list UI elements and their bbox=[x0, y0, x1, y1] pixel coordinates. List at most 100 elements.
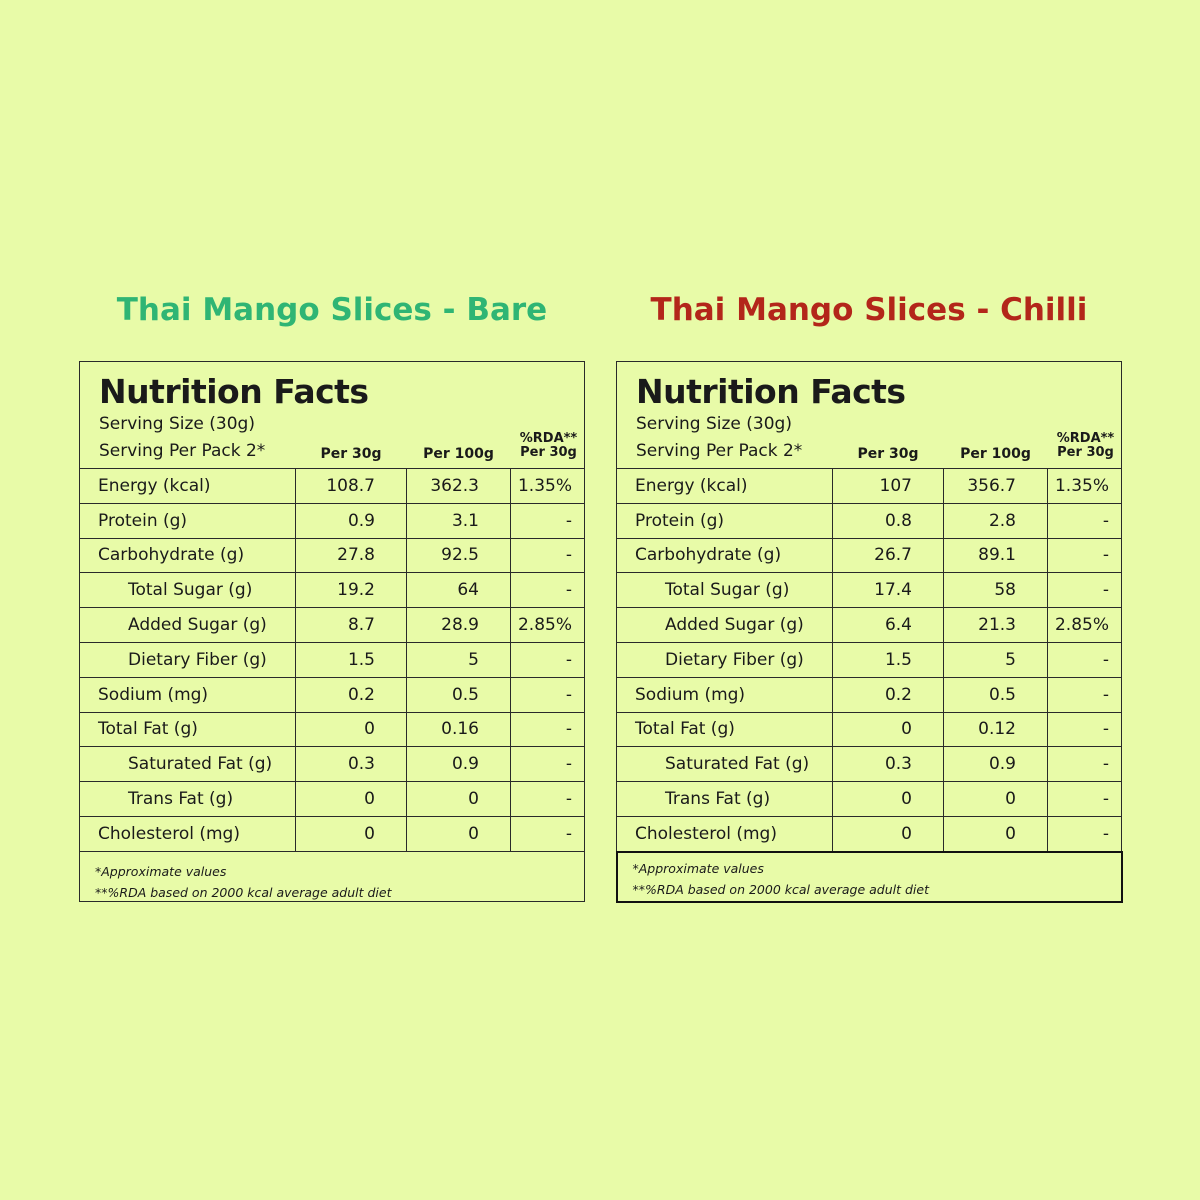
value-per30g: 0.2 bbox=[833, 677, 944, 712]
nutrition-facts-table: Nutrition Facts Serving Size (30g) Servi… bbox=[615, 361, 1123, 903]
column-header-per100g: Per 100g bbox=[423, 446, 494, 462]
value-per100g: 5 bbox=[944, 642, 1048, 677]
nutrient-name: Total Fat (g) bbox=[617, 712, 833, 747]
value-rda: - bbox=[1102, 684, 1109, 705]
value-per30g: 0.2 bbox=[296, 677, 407, 712]
value-per100g: 89.1 bbox=[944, 538, 1048, 573]
table-row: Trans Fat (g) 0 0- bbox=[617, 781, 1121, 816]
value-per30g: 0 bbox=[296, 782, 407, 816]
footnotes: *Approximate values **%RDA based on 2000… bbox=[80, 850, 584, 901]
value-rda: - bbox=[565, 719, 572, 740]
value-rda: - bbox=[565, 823, 572, 844]
value-per100g: 3.1 bbox=[407, 503, 511, 538]
value-per100g: 0.5 bbox=[407, 677, 511, 712]
value-rda: 1.35% bbox=[1054, 475, 1109, 496]
nutrient-name: Trans Fat (g) bbox=[80, 782, 296, 816]
value-per100g: 92.5 bbox=[407, 538, 511, 573]
nutrient-name: Carbohydrate (g) bbox=[80, 538, 296, 573]
value-per100g: 28.9 bbox=[407, 608, 511, 642]
value-rda: 2.85% bbox=[1054, 615, 1109, 636]
table-row: Saturated Fat (g) 0.3 0.9 - bbox=[80, 746, 584, 782]
nutrient-name: Cholesterol (mg) bbox=[80, 816, 296, 851]
value-per30g: 0.8 bbox=[833, 503, 944, 538]
table-row: Total Fat (g) 0 0.16 - bbox=[80, 711, 584, 747]
nutrient-name: Saturated Fat (g) bbox=[617, 747, 833, 782]
value-rda: - bbox=[1102, 823, 1109, 844]
rda-header-line2: Per 30g bbox=[1057, 445, 1114, 460]
rda-header-line2: Per 30g bbox=[520, 445, 577, 460]
table-row: Saturated Fat (g) 0.3 0.9 - bbox=[617, 746, 1121, 782]
value-per100g: 58 bbox=[944, 573, 1048, 608]
value-rda: - bbox=[565, 789, 572, 810]
value-per100g: 0 bbox=[407, 816, 511, 851]
table-row: Total Fat (g) 0 0.12 - bbox=[617, 711, 1121, 747]
value-per30g: 19.2 bbox=[296, 573, 407, 608]
value-rda: - bbox=[1102, 789, 1109, 810]
panel-bare: Thai Mango Slices - Bare Nutrition Facts… bbox=[79, 288, 585, 902]
nutrient-name: Protein (g) bbox=[617, 503, 833, 538]
value-per30g: 6.4 bbox=[833, 608, 944, 642]
table-row: Sodium (mg) 0.2 0.5 - bbox=[80, 676, 584, 712]
table-row: Total Sugar (g) 17.4 58 - bbox=[617, 572, 1121, 608]
value-per30g: 8.7 bbox=[296, 608, 407, 642]
value-per30g: 0 bbox=[296, 712, 407, 747]
nutrient-name: Total Fat (g) bbox=[80, 712, 296, 747]
value-per30g: 107 bbox=[833, 469, 944, 503]
value-per30g: 0.3 bbox=[833, 747, 944, 782]
value-per100g: 0 bbox=[407, 782, 511, 816]
nutrient-rows: Energy (kcal) 107 356.7 1.35% Protein (g) 0.8… bbox=[617, 468, 1121, 851]
footnote-approximate: *Approximate values bbox=[95, 863, 227, 879]
value-per100g: 21.3 bbox=[944, 608, 1048, 642]
value-per30g: 26.7 bbox=[833, 538, 944, 573]
table-row: Added Sugar (g) 6.4 21.3 2.85% bbox=[617, 607, 1121, 642]
value-per100g: 0 bbox=[944, 816, 1048, 851]
rda-header-line1: %RDA** bbox=[519, 431, 578, 446]
panel-chilli: Thai Mango Slices - Chilli Nutrition Fac… bbox=[615, 288, 1123, 903]
table-row: Carbohydrate (g) 26.7 89.1 - bbox=[617, 537, 1121, 573]
product-title: Thai Mango Slices - Bare bbox=[116, 292, 548, 328]
product-title: Thai Mango Slices - Chilli bbox=[650, 292, 1088, 328]
value-per100g: 0.5 bbox=[944, 677, 1048, 712]
footnote-rda: **%RDA based on 2000 kcal average adult … bbox=[632, 881, 929, 897]
value-rda: - bbox=[1102, 510, 1109, 531]
footnotes: *Approximate values **%RDA based on 2000… bbox=[615, 850, 1123, 903]
facts-header: Nutrition Facts Serving Size (30g) Servi… bbox=[617, 362, 1121, 468]
nutrient-name: Energy (kcal) bbox=[80, 469, 296, 503]
nutrient-name: Total Sugar (g) bbox=[617, 573, 833, 608]
table-row: Dietary Fiber (g) 1.5 5 - bbox=[617, 641, 1121, 677]
value-rda: - bbox=[1102, 719, 1109, 740]
value-per30g: 0 bbox=[833, 712, 944, 747]
value-rda: - bbox=[565, 545, 572, 566]
value-rda: - bbox=[565, 580, 572, 601]
nutrient-name: Sodium (mg) bbox=[80, 677, 296, 712]
nutrient-name: Protein (g) bbox=[80, 503, 296, 538]
value-rda: - bbox=[1102, 649, 1109, 670]
table-row: Carbohydrate (g) 27.8 92.5 - bbox=[80, 537, 584, 573]
nutrient-rows: Energy (kcal) 108.7 362.3 1.35% Protein (g) 0… bbox=[80, 468, 584, 851]
value-per100g: 362.3 bbox=[407, 469, 511, 503]
serving-per-pack: Serving Per Pack 2* bbox=[99, 441, 266, 461]
value-per100g: 5 bbox=[407, 642, 511, 677]
value-rda: 1.35% bbox=[517, 475, 572, 496]
serving-size: Serving Size (30g) bbox=[99, 414, 255, 434]
serving-per-pack: Serving Per Pack 2* bbox=[636, 441, 803, 461]
footnote-approximate: *Approximate values bbox=[632, 860, 764, 876]
table-row: Dietary Fiber (g) 1.5 5 - bbox=[80, 641, 584, 677]
value-per30g: 27.8 bbox=[296, 538, 407, 573]
value-rda: - bbox=[1102, 580, 1109, 601]
value-per30g: 0 bbox=[296, 816, 407, 851]
value-per100g: 0 bbox=[944, 782, 1048, 816]
value-per30g: 17.4 bbox=[833, 573, 944, 608]
footnote-rda: **%RDA based on 2000 kcal average adult … bbox=[95, 884, 392, 900]
nutrient-name: Trans Fat (g) bbox=[617, 782, 833, 816]
nutrient-name: Dietary Fiber (g) bbox=[617, 642, 833, 677]
table-row: Energy (kcal) 107 356.7 1.35% bbox=[617, 468, 1121, 503]
value-per30g: 1.5 bbox=[296, 642, 407, 677]
value-rda: - bbox=[1102, 754, 1109, 775]
nutrient-name: Saturated Fat (g) bbox=[80, 747, 296, 782]
table-row: Protein (g) 0.8 2.8 - bbox=[617, 502, 1121, 538]
value-per30g: 1.5 bbox=[833, 642, 944, 677]
column-header-per100g: Per 100g bbox=[960, 446, 1031, 462]
rda-header-line1: %RDA** bbox=[1056, 431, 1115, 446]
value-per30g: 0 bbox=[833, 782, 944, 816]
